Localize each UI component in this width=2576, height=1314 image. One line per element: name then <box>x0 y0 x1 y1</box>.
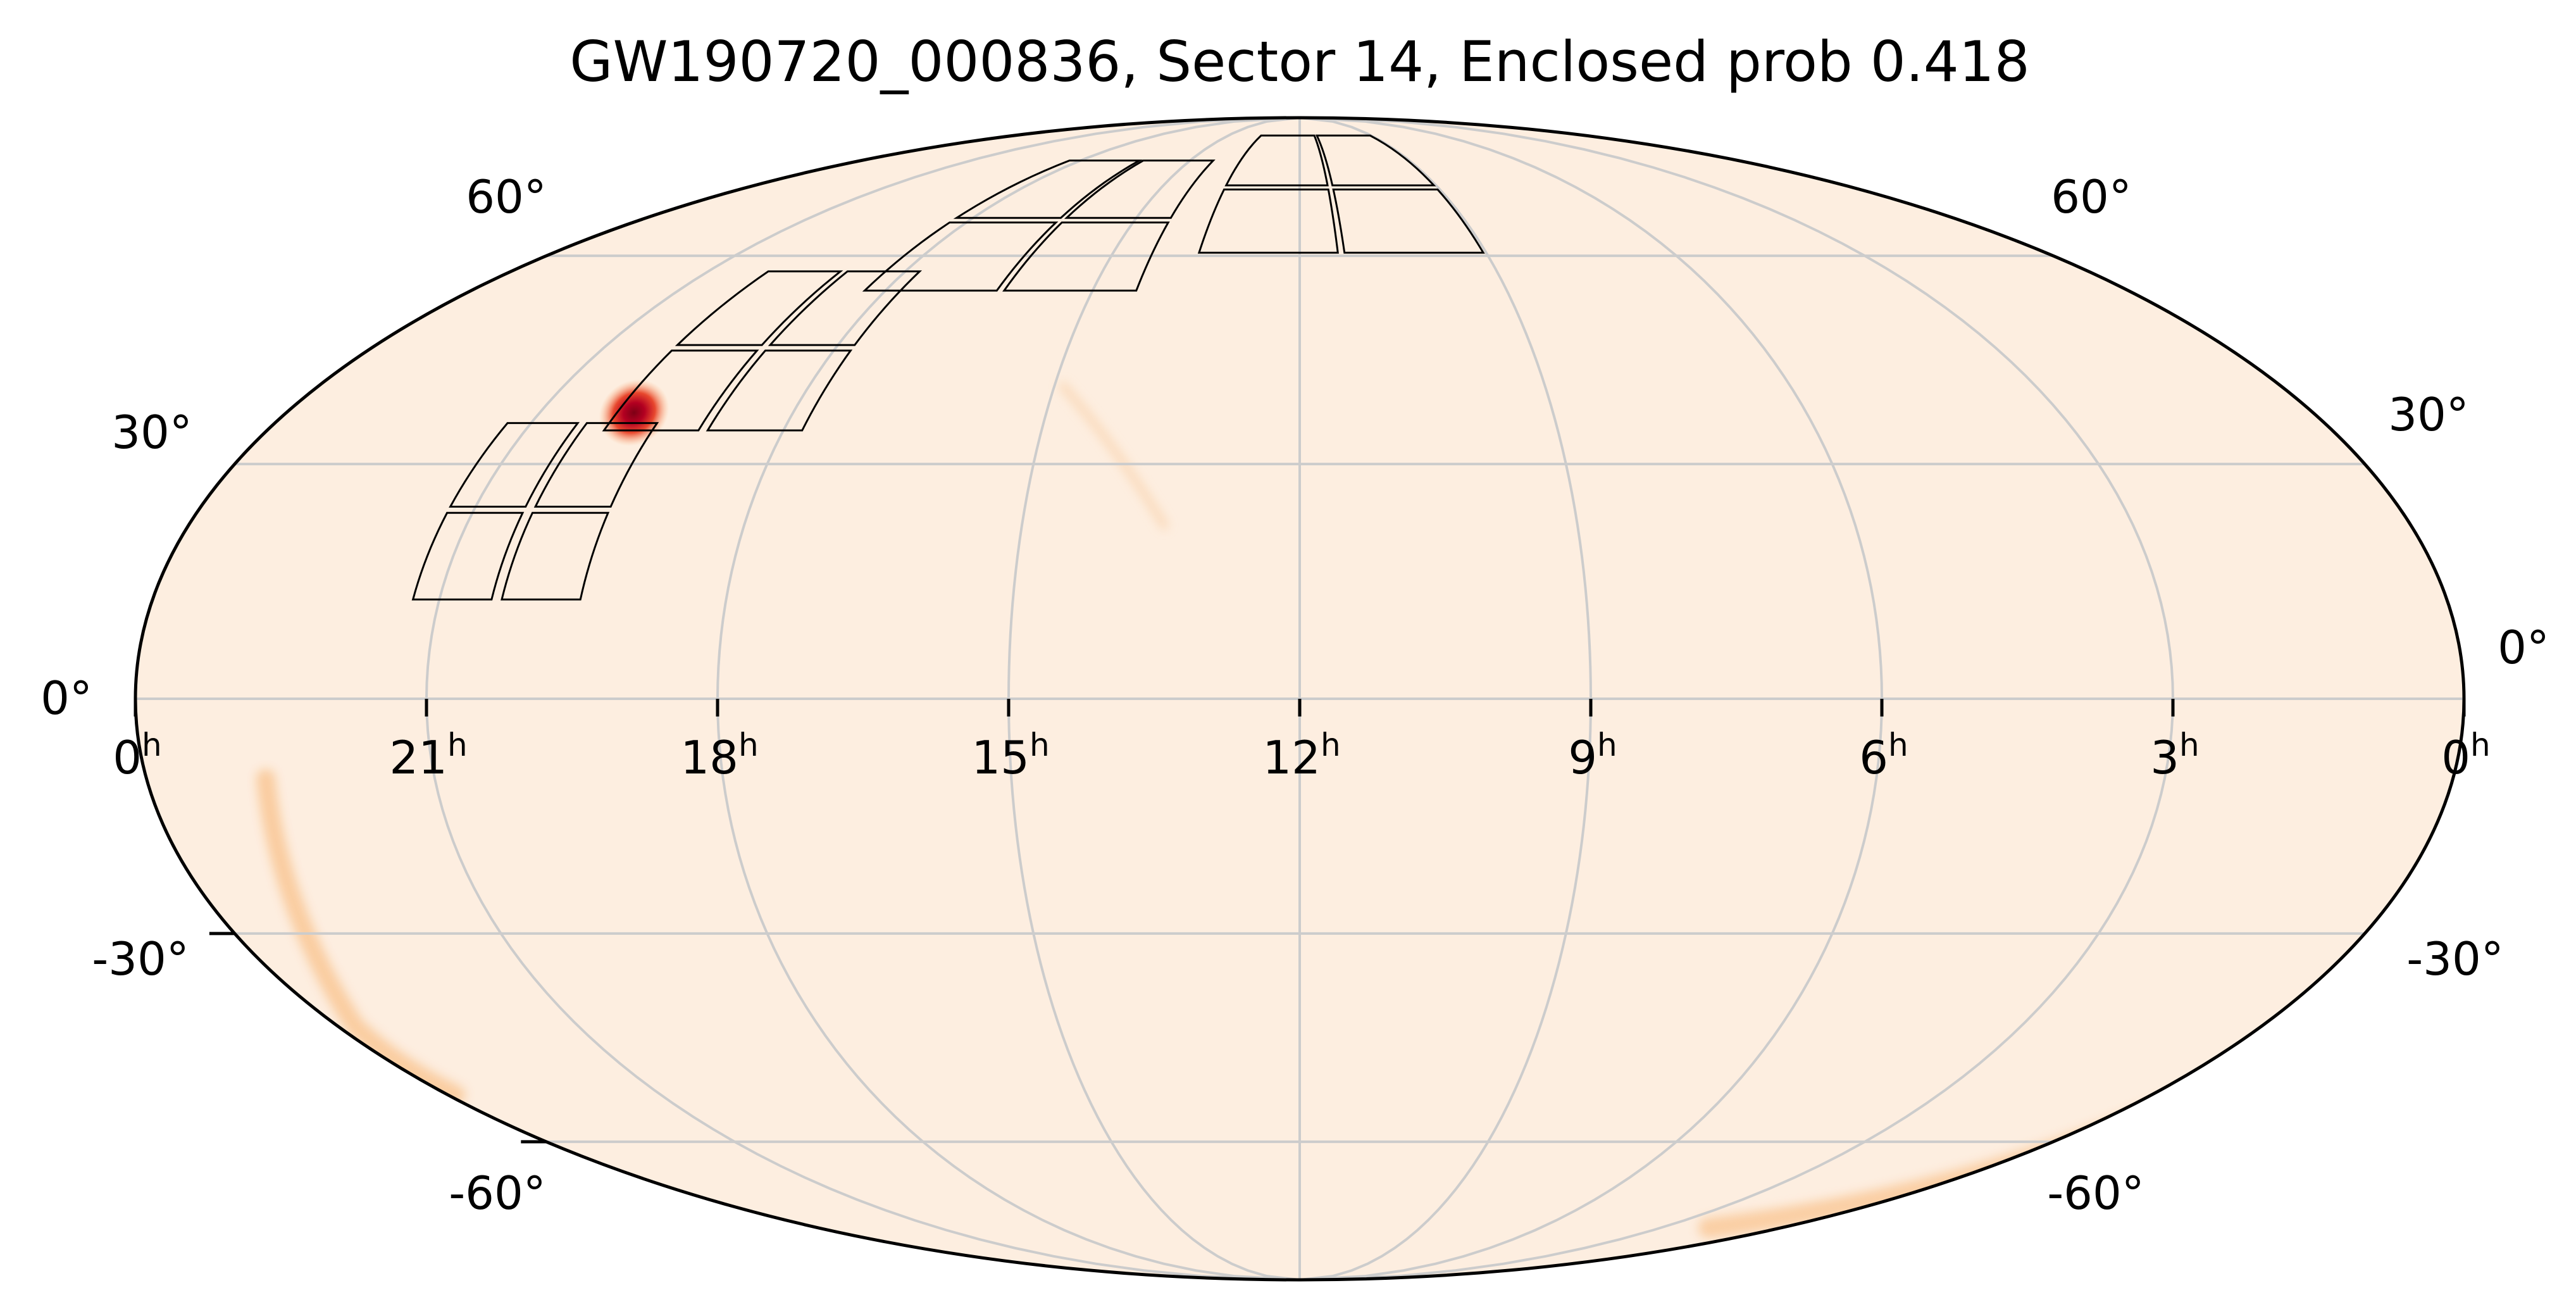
ccd-footprint <box>675 270 843 346</box>
ra-label-9: 9h <box>1568 727 1617 784</box>
prob-arc-center <box>1059 382 1169 530</box>
ra-label-3: 3h <box>2150 727 2200 784</box>
dec-label-left-60: 60° <box>466 170 547 223</box>
dec-label-left-m60: -60° <box>449 1167 546 1220</box>
ra-label-15: 15h <box>971 727 1049 784</box>
dec-label-right-0: 0° <box>2498 621 2549 674</box>
ccd-footprint <box>862 221 1059 292</box>
ra-label-0: 0h <box>113 727 162 784</box>
ra-label-6: 6h <box>1859 727 1908 784</box>
dec-label-left-0: 0° <box>40 672 92 725</box>
dec-label-left-m30: -30° <box>92 932 189 986</box>
ccd-footprint <box>449 422 580 508</box>
ccd-footprint <box>1224 134 1329 187</box>
ra-label-18: 18h <box>680 727 758 784</box>
ccd-footprint <box>501 511 610 601</box>
tess-footprints <box>411 134 1485 601</box>
prob-arc-south-west <box>256 769 465 1104</box>
chart-title: GW190720_000836, Sector 14, Enclosed pro… <box>569 29 2029 94</box>
ccd-footprint <box>1315 134 1436 187</box>
ra-tick-marks <box>134 699 2466 1144</box>
ccd-footprint <box>953 160 1143 219</box>
prob-hotspot <box>599 379 669 446</box>
ccd-footprint <box>768 270 923 346</box>
dec-label-right-60: 60° <box>2051 170 2132 223</box>
ccd-footprint <box>602 349 759 432</box>
ra-label-0-right: 0h <box>2441 727 2491 784</box>
dec-label-right-m60: -60° <box>2047 1167 2144 1220</box>
ccd-footprint <box>1064 160 1216 219</box>
ccd-footprint <box>706 349 853 432</box>
ccd-footprint <box>533 422 659 508</box>
ra-label-12: 12h <box>1262 727 1340 784</box>
ra-label-21: 21h <box>389 727 467 784</box>
ccd-footprint <box>1197 188 1339 254</box>
ccd-footprint <box>1332 188 1485 254</box>
dec-label-right-30: 30° <box>2388 388 2469 441</box>
ccd-footprint <box>1002 221 1170 292</box>
ccd-footprint <box>411 511 525 601</box>
dec-label-right-m30: -30° <box>2406 932 2504 986</box>
dec-label-left-30: 30° <box>111 406 192 459</box>
